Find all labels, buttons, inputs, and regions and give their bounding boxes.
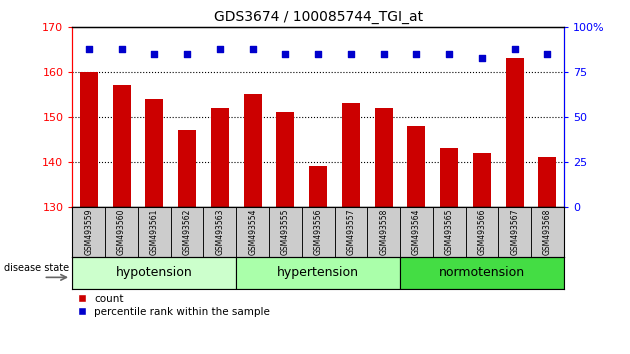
Text: GSM493563: GSM493563 [215,209,224,255]
Bar [433,207,466,257]
Point [117,46,127,52]
Bar [531,207,564,257]
Bar [375,108,392,207]
Bar [466,207,498,257]
Bar [440,148,458,207]
Bar [302,207,335,257]
Bar [309,166,327,207]
Bar [211,108,229,207]
Point [182,51,192,57]
Bar [80,72,98,207]
Bar [335,207,367,257]
Bar [473,153,491,207]
Text: GSM493561: GSM493561 [150,209,159,255]
Text: GSM493557: GSM493557 [346,209,355,255]
Text: disease state: disease state [4,263,69,273]
Point [510,46,520,52]
Text: hypotension: hypotension [116,266,193,279]
Bar [498,207,531,257]
Bar [203,207,236,257]
Bar [138,207,171,257]
Point [444,51,454,57]
Point [215,46,225,52]
Bar [113,85,130,207]
Bar [146,99,163,207]
Text: GSM493558: GSM493558 [379,209,388,255]
Text: GSM493562: GSM493562 [183,209,192,255]
Point [379,51,389,57]
Point [280,51,290,57]
Bar [277,112,294,207]
Point [248,46,258,52]
Bar [236,207,269,257]
Bar [400,207,433,257]
Bar [506,58,524,207]
Point [313,51,323,57]
Title: GDS3674 / 100085744_TGI_at: GDS3674 / 100085744_TGI_at [214,10,423,24]
Bar [244,94,261,207]
Text: hypertension: hypertension [277,266,359,279]
Text: GSM493556: GSM493556 [314,209,323,255]
Bar [367,207,400,257]
Bar [539,158,556,207]
Bar [105,207,138,257]
Bar [236,257,400,289]
Bar [72,257,236,289]
Text: GSM493554: GSM493554 [248,209,257,255]
Point [411,51,421,57]
Point [542,51,553,57]
Bar [400,257,564,289]
Text: GSM493559: GSM493559 [84,209,93,255]
Bar [342,103,360,207]
Text: GSM493566: GSM493566 [478,209,486,255]
Bar [72,207,105,257]
Point [346,51,356,57]
Bar [178,130,196,207]
Bar [408,126,425,207]
Text: GSM493568: GSM493568 [543,209,552,255]
Text: GSM493564: GSM493564 [412,209,421,255]
Bar [171,207,203,257]
Point [477,55,487,61]
Text: GSM493555: GSM493555 [281,209,290,255]
Point [84,46,94,52]
Text: GSM493560: GSM493560 [117,209,126,255]
Text: GSM493567: GSM493567 [510,209,519,255]
Bar [269,207,302,257]
Point [149,51,159,57]
Legend: count, percentile rank within the sample: count, percentile rank within the sample [77,294,270,317]
Text: normotension: normotension [439,266,525,279]
Text: GSM493565: GSM493565 [445,209,454,255]
